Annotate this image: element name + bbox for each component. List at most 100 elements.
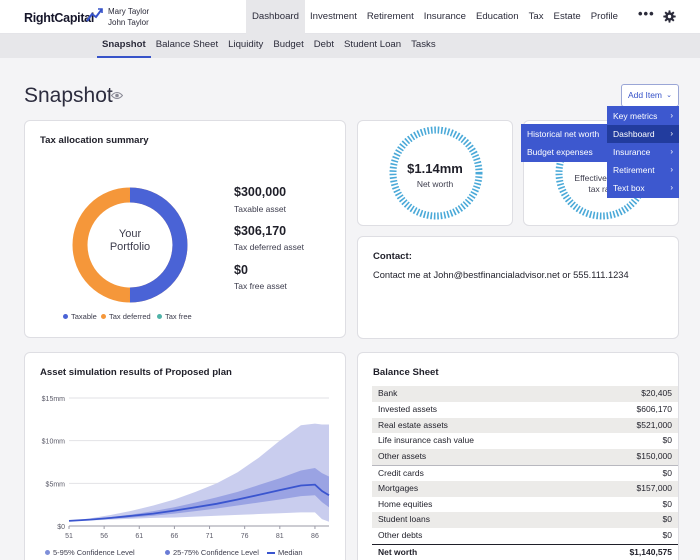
balance-sheet-row-label: Bank bbox=[378, 388, 398, 398]
asset-simulation-card: Asset simulation results of Proposed pla… bbox=[24, 352, 346, 560]
logo-chart-icon bbox=[86, 8, 103, 22]
donut-slice-taxable[interactable] bbox=[129, 187, 188, 303]
contact-text: Contact me at John@bestfinancialadvisor.… bbox=[373, 270, 629, 280]
main-nav: Dashboard Investment Retirement Insuranc… bbox=[246, 0, 623, 34]
menu-key-metrics[interactable]: Key metrics › bbox=[607, 107, 679, 125]
contact-title: Contact: bbox=[373, 251, 412, 262]
chart-median-line bbox=[68, 483, 330, 522]
menu-budget-expenses[interactable]: Budget expenses bbox=[527, 147, 593, 157]
tax-free-label: Tax free asset bbox=[234, 281, 287, 291]
nav-estate[interactable]: Estate bbox=[553, 11, 581, 22]
add-item-submenu: Historical net worth Budget expenses bbox=[521, 124, 607, 162]
taxable-label: Taxable asset bbox=[234, 204, 286, 214]
tax-allocation-card: Tax allocation summary Your Portfolio $3… bbox=[24, 120, 346, 338]
tax-deferred-amount: $306,170 bbox=[234, 224, 287, 238]
balance-sheet-row-label: Credit cards bbox=[378, 467, 424, 478]
chart-y-tick-label: $10mm bbox=[42, 439, 66, 446]
chevron-right-icon: › bbox=[670, 111, 673, 120]
menu-historical-net-worth[interactable]: Historical net worth bbox=[527, 129, 600, 139]
balance-sheet-row-label: Mortgages bbox=[378, 482, 419, 493]
menu-retirement[interactable]: Retirement › bbox=[607, 161, 679, 179]
balance-sheet-row: Invested assets $606,170 bbox=[372, 402, 678, 418]
chart-y-tick-label: $0 bbox=[57, 524, 65, 531]
balance-sheet-row-label: Other assets bbox=[378, 451, 427, 462]
balance-sheet-row-value: $0 bbox=[662, 514, 672, 525]
chevron-right-icon: › bbox=[670, 147, 673, 156]
nav-insurance[interactable]: Insurance bbox=[423, 11, 466, 22]
balance-sheet-row: Student loans $0 bbox=[372, 512, 678, 529]
sim-legend-5-95-label: 5-95% Confidence Level bbox=[53, 548, 135, 557]
sub-nav-bar: Snapshot Balance Sheet Liquidity Budget … bbox=[0, 34, 700, 58]
menu-retirement-label: Retirement bbox=[613, 165, 655, 175]
donut-legend-tax-deferred[interactable]: Tax deferred bbox=[101, 312, 151, 321]
add-item-button[interactable]: Add Item ⌄ bbox=[621, 84, 679, 107]
eye-icon[interactable] bbox=[111, 91, 123, 100]
balance-sheet-row: Net worth $1,140,575 bbox=[372, 543, 678, 560]
add-item-menu: Key metrics › Dashboard › Insurance › Retir… bbox=[607, 106, 679, 198]
subnav-balance-sheet[interactable]: Balance Sheet bbox=[155, 39, 219, 50]
net-worth-label: Net worth bbox=[416, 179, 454, 189]
more-menu-icon[interactable]: ••• bbox=[638, 6, 655, 21]
menu-insurance-label: Insurance bbox=[613, 147, 651, 157]
simulation-chart: $0 $5mm $10mm $15mm 51 56 61 66 71 76 81 86 bbox=[42, 396, 330, 540]
balance-sheet-row: Home equities $0 bbox=[372, 497, 678, 513]
menu-text-box[interactable]: Text box › bbox=[607, 179, 679, 197]
app-logo[interactable]: RightCapital bbox=[24, 11, 95, 25]
chart-band-25-75 bbox=[69, 467, 329, 521]
menu-insurance[interactable]: Insurance › bbox=[607, 143, 679, 161]
menu-text-box-label: Text box bbox=[613, 183, 645, 193]
balance-sheet-row-label: Home equities bbox=[378, 498, 433, 509]
client-names[interactable]: Mary Taylor John Taylor bbox=[108, 6, 149, 28]
taxable-amount: $300,000 bbox=[234, 185, 287, 199]
menu-dashboard[interactable]: Dashboard › bbox=[607, 125, 679, 143]
nav-profile[interactable]: Profile bbox=[590, 11, 618, 22]
balance-sheet-row-value: $0 bbox=[662, 498, 672, 509]
balance-sheet-row-value: $150,000 bbox=[636, 451, 672, 462]
balance-sheet-row-value: $0 bbox=[662, 435, 672, 446]
net-worth-card: $1.14mm Net worth bbox=[357, 120, 513, 226]
donut-legend-taxable[interactable]: Taxable bbox=[63, 312, 97, 321]
chart-y-tick-label: $5mm bbox=[46, 481, 66, 488]
sim-legend-5-95[interactable]: 5-95% Confidence Level bbox=[45, 548, 135, 557]
chart-x-tick-label: 86 bbox=[311, 533, 319, 540]
nav-retirement[interactable]: Retirement bbox=[366, 11, 414, 22]
tax-allocation-title: Tax allocation summary bbox=[40, 135, 149, 146]
chart-x-tick-label: 56 bbox=[100, 533, 108, 540]
balance-sheet-row-label: Student loans bbox=[378, 514, 430, 525]
menu-dashboard-label: Dashboard bbox=[613, 129, 655, 139]
chart-y-tick-label: $15mm bbox=[42, 396, 66, 403]
chart-x-tick-label: 71 bbox=[206, 533, 214, 540]
subnav-student-loan[interactable]: Student Loan bbox=[344, 39, 402, 50]
balance-sheet-row: Other assets $150,000 bbox=[372, 449, 678, 465]
sim-legend-median[interactable]: Median bbox=[267, 548, 303, 557]
chart-x-tick-label: 81 bbox=[276, 533, 284, 540]
balance-sheet-row-label: Other debts bbox=[378, 530, 423, 541]
nav-tax[interactable]: Tax bbox=[528, 11, 544, 22]
donut-legend-tax-free[interactable]: Tax free bbox=[157, 312, 192, 321]
legend-tax-deferred-label: Tax deferred bbox=[109, 312, 151, 321]
subnav-budget[interactable]: Budget bbox=[273, 39, 304, 50]
gear-icon[interactable] bbox=[663, 10, 676, 23]
nav-dashboard[interactable]: Dashboard bbox=[246, 0, 305, 34]
balance-sheet-row: Credit cards $0 bbox=[372, 464, 678, 481]
subnav-liquidity[interactable]: Liquidity bbox=[228, 39, 264, 50]
sim-legend-25-75[interactable]: 25-75% Confidence Level bbox=[165, 548, 259, 557]
subnav-snapshot[interactable]: Snapshot bbox=[97, 34, 151, 58]
chevron-right-icon: › bbox=[670, 165, 673, 174]
nav-education[interactable]: Education bbox=[475, 11, 519, 22]
sim-legend-median-label: Median bbox=[278, 548, 303, 557]
subnav-tasks[interactable]: Tasks bbox=[411, 39, 436, 50]
client-name-2: John Taylor bbox=[108, 18, 149, 27]
chart-x-tick-label: 51 bbox=[65, 533, 73, 540]
balance-sheet-row-label: Real estate assets bbox=[378, 419, 448, 430]
balance-sheet-row-value: $521,000 bbox=[636, 419, 672, 430]
balance-sheet-row: Mortgages $157,000 bbox=[372, 480, 678, 497]
subnav-debt[interactable]: Debt bbox=[313, 39, 335, 50]
tax-free-amount: $0 bbox=[234, 263, 248, 277]
donut-center-line-2: Portfolio bbox=[109, 241, 151, 253]
chevron-right-icon: › bbox=[670, 183, 673, 192]
chevron-right-icon: › bbox=[670, 129, 673, 138]
net-worth-gauge bbox=[389, 126, 483, 220]
nav-investment[interactable]: Investment bbox=[309, 11, 357, 22]
chevron-down-icon: ⌄ bbox=[666, 92, 672, 99]
